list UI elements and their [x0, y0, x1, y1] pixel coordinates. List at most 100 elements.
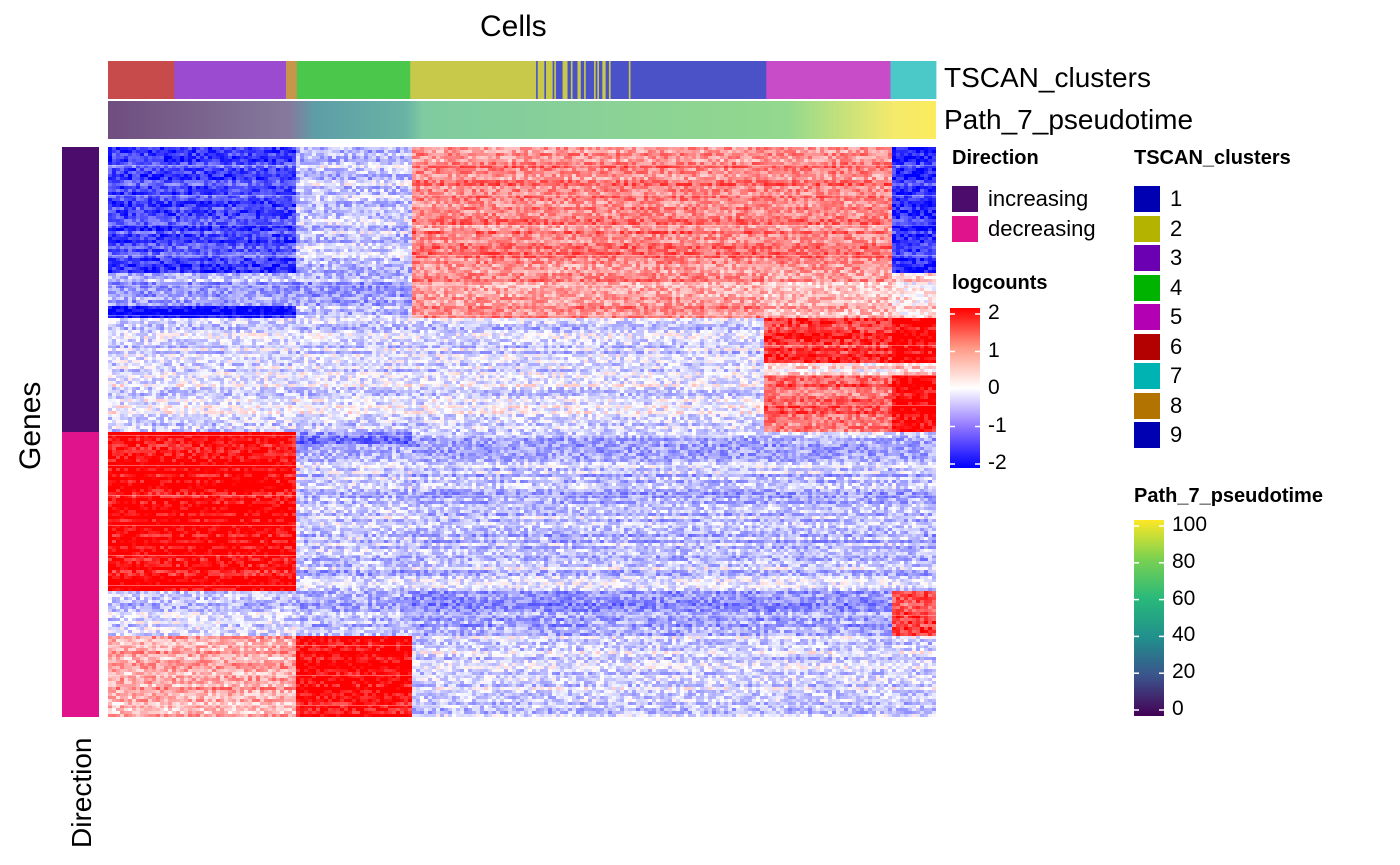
heat-cell	[420, 183, 424, 186]
heat-cell	[592, 213, 596, 216]
heat-cell	[292, 168, 296, 171]
heat-cell	[716, 210, 720, 213]
heat-cell	[864, 153, 868, 156]
heat-cell	[772, 189, 776, 192]
heat-cell	[912, 165, 916, 168]
heat-cell	[844, 156, 848, 159]
heat-cell	[360, 171, 364, 174]
heat-cell	[600, 213, 604, 216]
heat-cell	[560, 177, 564, 180]
heat-cell	[672, 147, 676, 150]
heat-cell	[828, 159, 832, 162]
heat-cell	[112, 192, 116, 195]
heat-cell	[252, 183, 256, 186]
heat-cell	[272, 159, 276, 162]
heat-cell	[784, 150, 788, 153]
heat-cell	[856, 168, 860, 171]
heat-cell	[548, 159, 552, 162]
heat-cell	[772, 174, 776, 177]
heat-cell	[180, 201, 184, 204]
heat-cell	[584, 180, 588, 183]
heat-cell	[408, 174, 412, 177]
heat-cell	[884, 183, 888, 186]
heat-cell	[632, 192, 636, 195]
heat-cell	[788, 186, 792, 189]
heat-cell	[240, 147, 244, 150]
heat-cell	[312, 198, 316, 201]
heat-cell	[544, 180, 548, 183]
heat-cell	[628, 210, 632, 213]
heat-cell	[516, 186, 520, 189]
heat-cell	[544, 159, 548, 162]
heat-cell	[824, 186, 828, 189]
heat-cell	[868, 165, 872, 168]
heat-cell	[532, 207, 536, 210]
heat-cell	[220, 201, 224, 204]
heat-cell	[680, 201, 684, 204]
heat-cell	[288, 159, 292, 162]
heat-cell	[364, 153, 368, 156]
heat-cell	[776, 183, 780, 186]
heat-cell	[448, 171, 452, 174]
heat-cell	[812, 198, 816, 201]
heat-cell	[884, 174, 888, 177]
heat-cell	[704, 201, 708, 204]
heat-cell	[464, 192, 468, 195]
heat-cell	[780, 162, 784, 165]
heat-cell	[608, 189, 612, 192]
heat-cell	[240, 210, 244, 213]
heat-cell	[396, 189, 400, 192]
heat-cell	[276, 216, 280, 219]
heat-cell	[340, 186, 344, 189]
heat-cell	[280, 177, 284, 180]
heat-cell	[724, 150, 728, 153]
heat-cell	[676, 207, 680, 210]
heat-cell	[588, 210, 592, 213]
heat-cell	[348, 174, 352, 177]
heat-cell	[780, 186, 784, 189]
heat-cell	[328, 183, 332, 186]
heat-cell	[268, 207, 272, 210]
heat-cell	[224, 150, 228, 153]
heat-cell	[376, 180, 380, 183]
heat-cell	[304, 183, 308, 186]
heat-cell	[204, 156, 208, 159]
heat-cell	[280, 183, 284, 186]
heat-cell	[392, 183, 396, 186]
heat-cell	[664, 198, 668, 201]
heat-cell	[304, 195, 308, 198]
heat-cell	[168, 153, 172, 156]
heat-cell	[736, 216, 740, 219]
heat-cell	[260, 150, 264, 153]
heat-cell	[716, 195, 720, 198]
heat-cell	[592, 183, 596, 186]
heat-cell	[124, 198, 128, 201]
heat-cell	[708, 153, 712, 156]
heat-cell	[328, 147, 332, 150]
heat-cell	[472, 213, 476, 216]
heat-cell	[692, 189, 696, 192]
heat-cell	[368, 204, 372, 207]
heat-cell	[236, 147, 240, 150]
heat-cell	[872, 147, 876, 150]
heat-cell	[868, 162, 872, 165]
heat-cell	[504, 189, 508, 192]
heat-cell	[116, 180, 120, 183]
heat-cell	[572, 159, 576, 162]
heat-cell	[564, 192, 568, 195]
heat-cell	[808, 207, 812, 210]
heat-cell	[396, 204, 400, 207]
heat-cell	[868, 150, 872, 153]
heat-cell	[124, 201, 128, 204]
heat-cell	[204, 174, 208, 177]
heat-cell	[396, 162, 400, 165]
heat-cell	[764, 207, 768, 210]
heat-cell	[432, 204, 436, 207]
heat-cell	[476, 210, 480, 213]
heat-cell	[388, 192, 392, 195]
heat-cell	[896, 162, 900, 165]
heat-cell	[380, 174, 384, 177]
heat-cell	[440, 192, 444, 195]
heat-cell	[208, 195, 212, 198]
heat-cell	[352, 168, 356, 171]
